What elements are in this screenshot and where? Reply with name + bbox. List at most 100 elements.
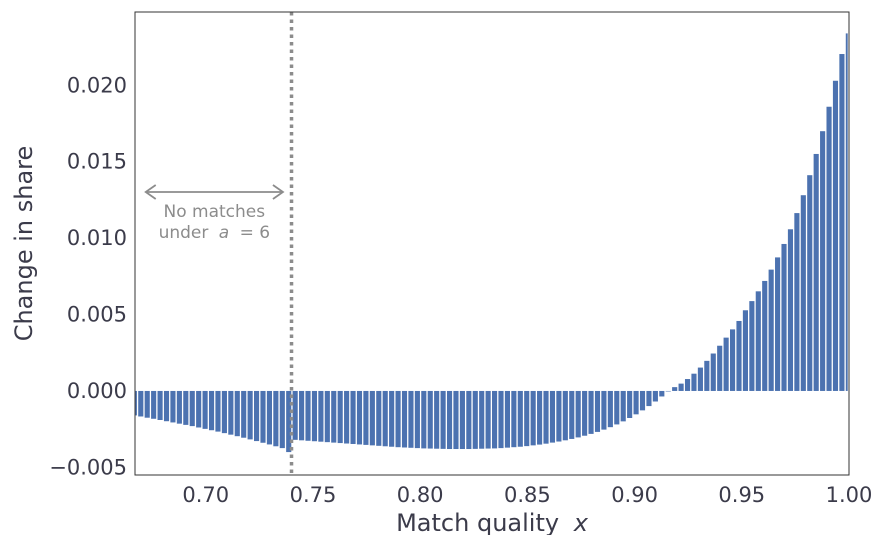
bar bbox=[176, 390, 182, 424]
bar bbox=[832, 80, 839, 391]
bar bbox=[717, 345, 723, 391]
bar bbox=[665, 390, 671, 392]
bar bbox=[453, 390, 459, 450]
bar bbox=[820, 131, 826, 391]
y-tick-label: 0.000 bbox=[67, 379, 127, 403]
bar bbox=[434, 390, 440, 449]
bar bbox=[208, 390, 215, 431]
y-axis-ticks: −0.005 0.000 0.005 0.010 0.015 0.020 bbox=[49, 73, 127, 479]
x-tick-label: 0.80 bbox=[397, 483, 444, 507]
bar bbox=[241, 390, 247, 438]
y-tick-label: 0.005 bbox=[67, 303, 127, 327]
bar bbox=[749, 301, 755, 391]
bar bbox=[163, 390, 170, 422]
bar bbox=[472, 390, 478, 449]
annotation-line2: under a = 6 bbox=[159, 223, 270, 243]
bar bbox=[569, 390, 575, 439]
bar bbox=[826, 106, 832, 391]
x-axis-ticks: 0.70 0.75 0.80 0.85 0.90 0.95 1.00 bbox=[182, 483, 872, 507]
bar bbox=[562, 390, 568, 441]
bar bbox=[839, 54, 845, 391]
bar bbox=[537, 390, 543, 445]
bar bbox=[305, 390, 311, 441]
bar bbox=[318, 390, 324, 442]
annotation-line1: No matches bbox=[164, 202, 266, 222]
bar bbox=[286, 390, 292, 453]
bar bbox=[813, 153, 819, 391]
bar bbox=[382, 390, 388, 447]
arrow-left-head-icon bbox=[144, 184, 157, 200]
y-tick-label: −0.005 bbox=[49, 455, 127, 479]
bar bbox=[845, 33, 848, 391]
bar bbox=[492, 390, 498, 449]
bar bbox=[254, 390, 260, 442]
x-axis-label: Match quality x bbox=[396, 509, 589, 535]
x-tick-label: 0.85 bbox=[504, 483, 551, 507]
bar bbox=[517, 390, 523, 447]
bar bbox=[633, 390, 639, 415]
annotation: No matches under a = 6 bbox=[144, 184, 285, 243]
bar bbox=[762, 280, 768, 391]
bar bbox=[511, 390, 517, 448]
bar bbox=[389, 390, 395, 447]
x-axis-label-text: Match quality bbox=[396, 509, 559, 535]
bar bbox=[742, 310, 748, 391]
x-tick-label: 0.95 bbox=[718, 483, 765, 507]
x-tick-label: 0.75 bbox=[290, 483, 337, 507]
y-tick-label: 0.020 bbox=[67, 73, 127, 97]
bar bbox=[376, 390, 382, 446]
bar bbox=[652, 390, 658, 402]
y-tick-label: 0.010 bbox=[67, 226, 127, 250]
bar bbox=[582, 390, 588, 436]
bar bbox=[247, 390, 253, 440]
bar bbox=[466, 390, 472, 450]
bar bbox=[498, 390, 504, 449]
bar bbox=[299, 390, 305, 441]
y-tick-label: 0.015 bbox=[67, 150, 127, 174]
bar bbox=[221, 390, 227, 434]
bar bbox=[755, 291, 761, 391]
bar bbox=[594, 390, 601, 432]
annotation-line2-prefix: under bbox=[159, 223, 209, 243]
bar bbox=[446, 390, 453, 450]
bars-group bbox=[135, 33, 848, 453]
bar bbox=[144, 390, 150, 418]
bar bbox=[363, 390, 369, 445]
bar bbox=[781, 243, 787, 391]
bar bbox=[311, 390, 318, 442]
bar bbox=[704, 360, 710, 391]
bar bbox=[639, 390, 646, 411]
bar bbox=[768, 269, 774, 391]
bar bbox=[614, 390, 620, 425]
bar bbox=[395, 390, 401, 448]
bar bbox=[170, 390, 176, 423]
bar bbox=[408, 390, 414, 448]
bar bbox=[807, 175, 813, 391]
bar bbox=[196, 390, 202, 428]
bar bbox=[273, 390, 279, 447]
bar bbox=[183, 390, 189, 425]
bar bbox=[800, 195, 806, 391]
bar bbox=[427, 390, 433, 449]
bar bbox=[775, 257, 781, 391]
x-tick-label: 1.00 bbox=[826, 483, 873, 507]
x-tick-label: 0.70 bbox=[182, 483, 229, 507]
bar bbox=[672, 387, 678, 391]
bar bbox=[723, 337, 729, 391]
bar bbox=[202, 390, 208, 429]
bar bbox=[189, 390, 195, 427]
bar bbox=[787, 229, 794, 391]
bar bbox=[543, 390, 549, 444]
bar bbox=[556, 390, 562, 442]
bar bbox=[479, 390, 485, 449]
bar bbox=[504, 390, 510, 448]
bar bbox=[356, 390, 363, 445]
bar bbox=[401, 390, 408, 448]
bar bbox=[678, 383, 684, 391]
bar bbox=[485, 390, 491, 449]
bar bbox=[337, 390, 343, 444]
bar bbox=[459, 390, 465, 450]
bar bbox=[266, 390, 272, 445]
bar bbox=[627, 390, 633, 419]
bar bbox=[736, 320, 742, 391]
